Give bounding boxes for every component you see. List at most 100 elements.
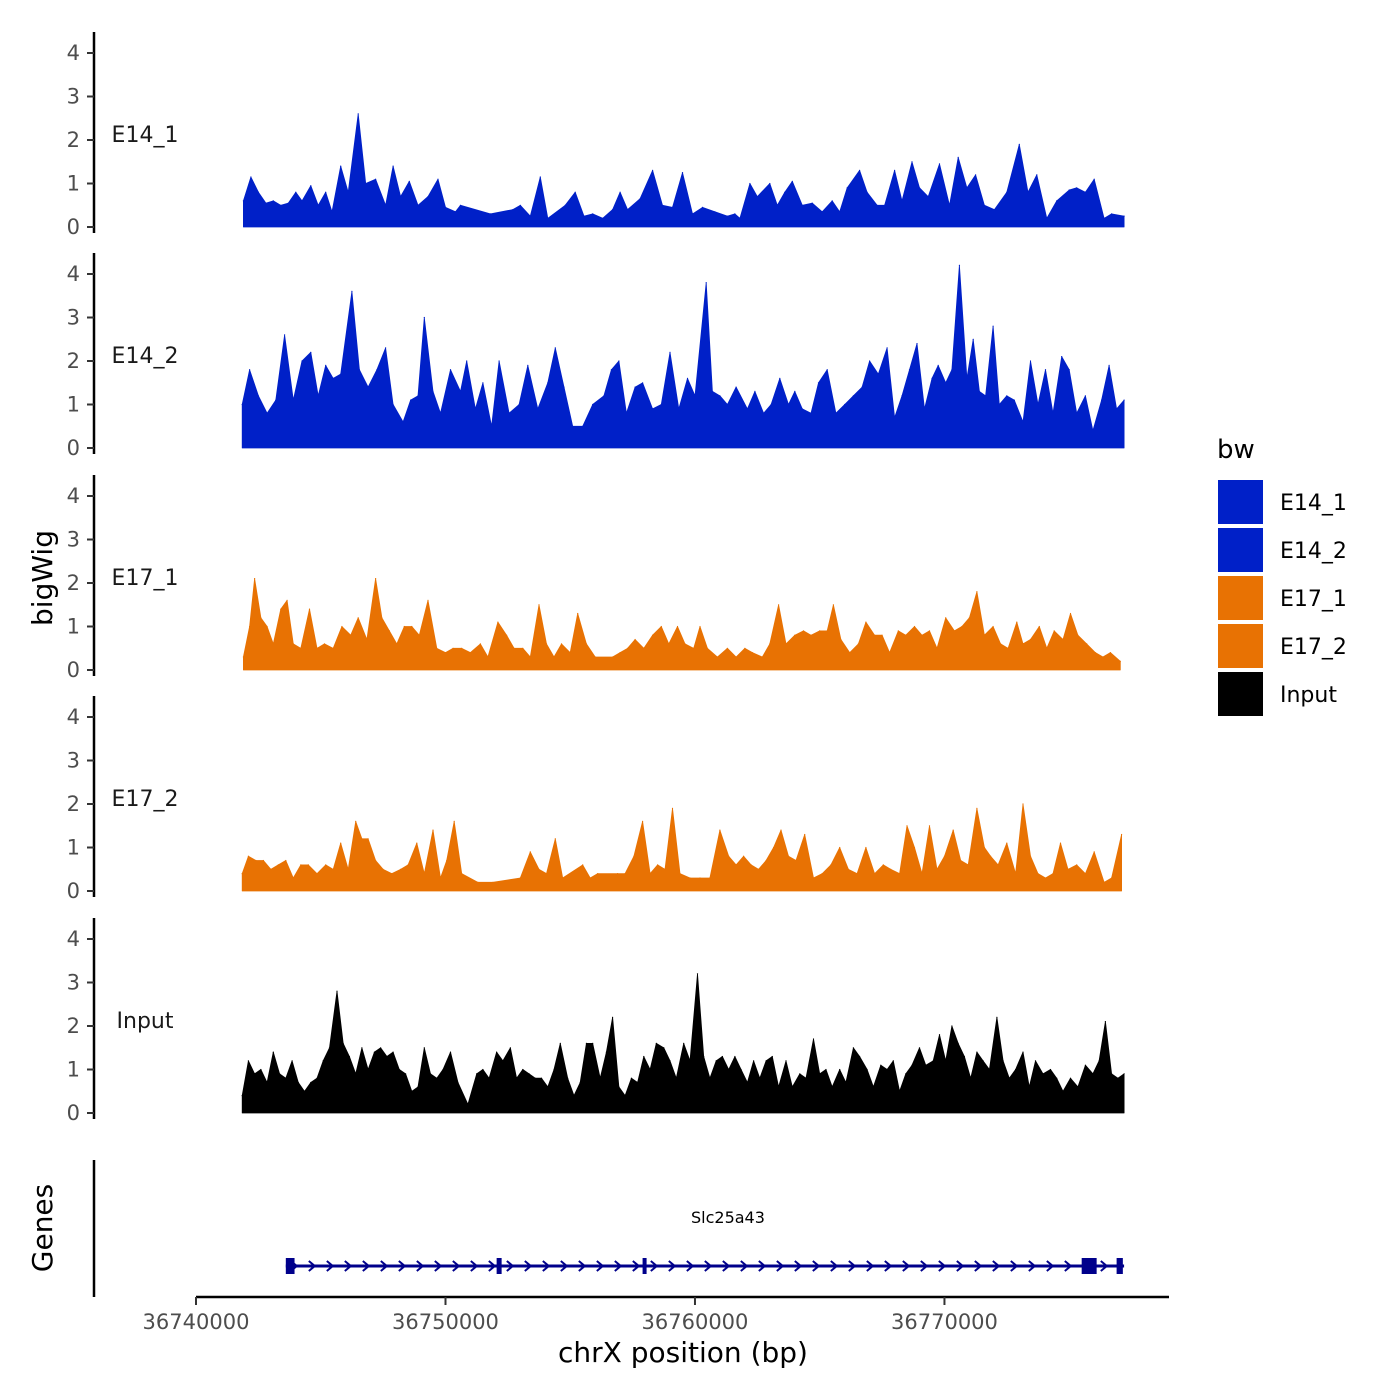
signal-point <box>418 634 420 636</box>
signal-point <box>1076 412 1078 414</box>
signal-point <box>241 403 243 406</box>
signal-point <box>785 1060 787 1062</box>
signal-point <box>563 386 565 388</box>
signal-point <box>627 209 629 211</box>
strand-arrow <box>614 1260 623 1272</box>
signal-point <box>1103 881 1105 883</box>
signal-point <box>375 178 377 180</box>
signal-point <box>479 643 481 645</box>
signal-point <box>1092 1073 1094 1075</box>
signal-point <box>643 647 645 649</box>
strand-arrow <box>1010 1260 1019 1272</box>
signal-point <box>943 855 946 857</box>
signal-point <box>694 395 696 397</box>
signal-point <box>1028 1086 1030 1088</box>
signal-point <box>1006 842 1008 844</box>
signal-point <box>295 191 297 193</box>
signal-point <box>683 1042 685 1044</box>
signal-point <box>1094 652 1096 654</box>
signal-area <box>243 113 1125 228</box>
signal-point <box>770 403 772 406</box>
signal-point <box>361 838 363 840</box>
signal-point <box>348 1055 350 1058</box>
signal-point <box>832 604 835 606</box>
y-tick-label: 4 <box>67 705 80 729</box>
signal-point <box>805 1077 807 1079</box>
signal-point <box>892 1060 894 1062</box>
signal-point <box>1123 399 1125 401</box>
signal-point <box>429 1073 432 1075</box>
signal-point <box>340 165 342 167</box>
signal-point <box>739 217 741 219</box>
signal-point <box>482 1068 484 1071</box>
signal-point <box>436 647 438 649</box>
signal-point <box>765 1060 767 1062</box>
signal-point <box>250 176 252 178</box>
signal-point <box>355 820 357 823</box>
signal-point <box>746 1081 749 1084</box>
y-tick-label: 1 <box>67 836 80 860</box>
signal-point <box>916 343 918 345</box>
signal-point <box>1084 1064 1086 1066</box>
signal-point <box>779 377 781 379</box>
signal-point <box>519 204 521 206</box>
legend-swatch-E17_1 <box>1218 576 1263 620</box>
signal-point <box>618 360 620 362</box>
signal-point <box>459 204 462 206</box>
signal-point <box>286 599 288 602</box>
signal-point <box>1037 873 1039 875</box>
signal-point <box>1029 638 1032 641</box>
signal-point <box>310 185 312 187</box>
signal-point <box>392 403 394 406</box>
signal-point <box>923 408 926 410</box>
strand-arrow <box>704 1260 713 1272</box>
signal-point <box>358 369 360 371</box>
signal-point <box>773 846 775 849</box>
signal-point <box>982 1060 984 1062</box>
signal-point <box>852 1047 855 1049</box>
signal-point <box>291 1060 293 1062</box>
signal-point <box>642 820 644 823</box>
signal-point <box>899 873 901 875</box>
signal-point <box>496 1051 498 1053</box>
signal-point <box>728 855 730 857</box>
signal-point <box>488 1077 490 1079</box>
signal-point <box>899 1090 901 1092</box>
signal-point <box>699 625 701 628</box>
signal-point <box>579 1081 581 1084</box>
signal-point <box>398 1068 400 1071</box>
signal-point <box>538 604 540 606</box>
signal-point <box>308 608 311 610</box>
signal-point <box>958 264 961 266</box>
signal-point <box>861 386 863 388</box>
y-tick-label: 1 <box>67 393 80 417</box>
signal-point <box>932 1060 934 1062</box>
signal-point <box>819 630 821 632</box>
signal-point <box>948 204 951 206</box>
signal-point <box>569 652 571 654</box>
signal-point <box>652 169 654 171</box>
signal-point <box>285 859 287 862</box>
strand-arrow <box>308 1260 317 1272</box>
signal-point <box>678 408 680 410</box>
signal-point <box>405 1073 407 1075</box>
signal-point <box>794 634 796 636</box>
signal-point <box>821 873 823 875</box>
signal-point <box>323 643 326 645</box>
signal-point <box>265 202 267 204</box>
signal-point <box>978 390 981 392</box>
signal-point <box>1007 647 1009 649</box>
signal-point <box>423 316 425 319</box>
signal-point <box>1123 1073 1125 1075</box>
signal-point <box>701 206 704 208</box>
signal-point <box>437 178 439 180</box>
y-tick-label: 2 <box>67 1014 80 1038</box>
signal-point <box>519 877 521 879</box>
legend-swatch-E14_2 <box>1218 528 1263 572</box>
signal-point <box>1068 369 1070 371</box>
strand-arrow <box>632 1260 641 1272</box>
signal-point <box>810 412 812 414</box>
signal-point <box>669 351 671 353</box>
signal-point <box>436 1077 438 1079</box>
signal-point <box>699 877 701 879</box>
